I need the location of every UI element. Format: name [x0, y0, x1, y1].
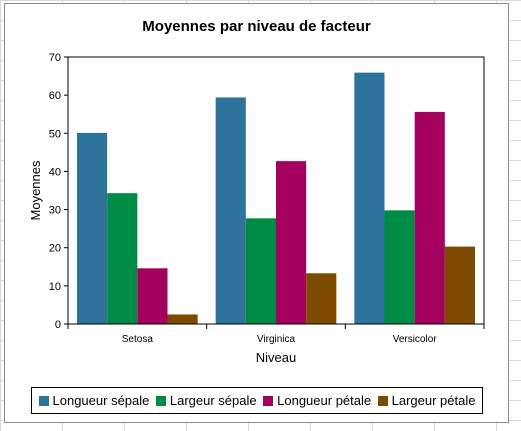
- legend-swatch: [263, 395, 274, 406]
- bar[interactable]: [137, 268, 168, 324]
- chart-title: Moyennes par niveau de facteur: [142, 18, 371, 35]
- y-tick-label: 20: [49, 243, 61, 255]
- bar[interactable]: [245, 218, 276, 324]
- y-tick-label: 40: [49, 166, 61, 178]
- bar-group: [77, 72, 475, 324]
- bar[interactable]: [354, 72, 385, 324]
- y-axis-title: Moyennes: [28, 160, 43, 220]
- bar[interactable]: [215, 97, 246, 324]
- legend-swatch: [377, 395, 388, 406]
- bar[interactable]: [306, 273, 337, 324]
- y-tick-label: 50: [49, 128, 61, 140]
- x-axis-title: Niveau: [256, 350, 296, 365]
- bar[interactable]: [384, 210, 415, 324]
- legend-label: Longueur pétale: [277, 393, 372, 408]
- legend-item[interactable]: Largeur sépale: [155, 393, 257, 408]
- legend-swatch: [155, 395, 166, 406]
- x-tick-label: Setosa: [122, 334, 154, 345]
- legend-label: Largeur sépale: [169, 393, 257, 408]
- legend-swatch: [38, 395, 49, 406]
- plot-area-border: [67, 56, 485, 325]
- y-tick-label: 30: [49, 205, 61, 217]
- chart-legend[interactable]: Longueur sépale Largeur sépale Longueur pé…: [31, 387, 483, 414]
- y-tick-label: 70: [49, 52, 61, 64]
- bar[interactable]: [444, 246, 475, 324]
- legend-label: Longueur sépale: [52, 393, 150, 408]
- legend-label: Largeur pétale: [391, 393, 476, 408]
- bar[interactable]: [276, 161, 307, 324]
- bar[interactable]: [107, 193, 138, 324]
- y-tick-label: 60: [49, 90, 61, 102]
- x-tick-label: Versicolor: [393, 334, 438, 345]
- legend-item[interactable]: Largeur pétale: [377, 393, 476, 408]
- y-tick-label: 0: [55, 319, 61, 331]
- x-tick-label: Virginica: [257, 334, 296, 345]
- bar[interactable]: [77, 132, 108, 324]
- y-tick-label: 10: [49, 281, 61, 293]
- bar[interactable]: [167, 314, 198, 324]
- legend-item[interactable]: Longueur sépale: [38, 393, 150, 408]
- bar[interactable]: [414, 111, 445, 324]
- x-axis-ticks: Setosa Virginica Versicolor: [67, 324, 485, 345]
- legend-item[interactable]: Longueur pétale: [263, 393, 371, 408]
- y-axis-ticks: 0 10 20 30 40 50 60 70: [49, 52, 68, 331]
